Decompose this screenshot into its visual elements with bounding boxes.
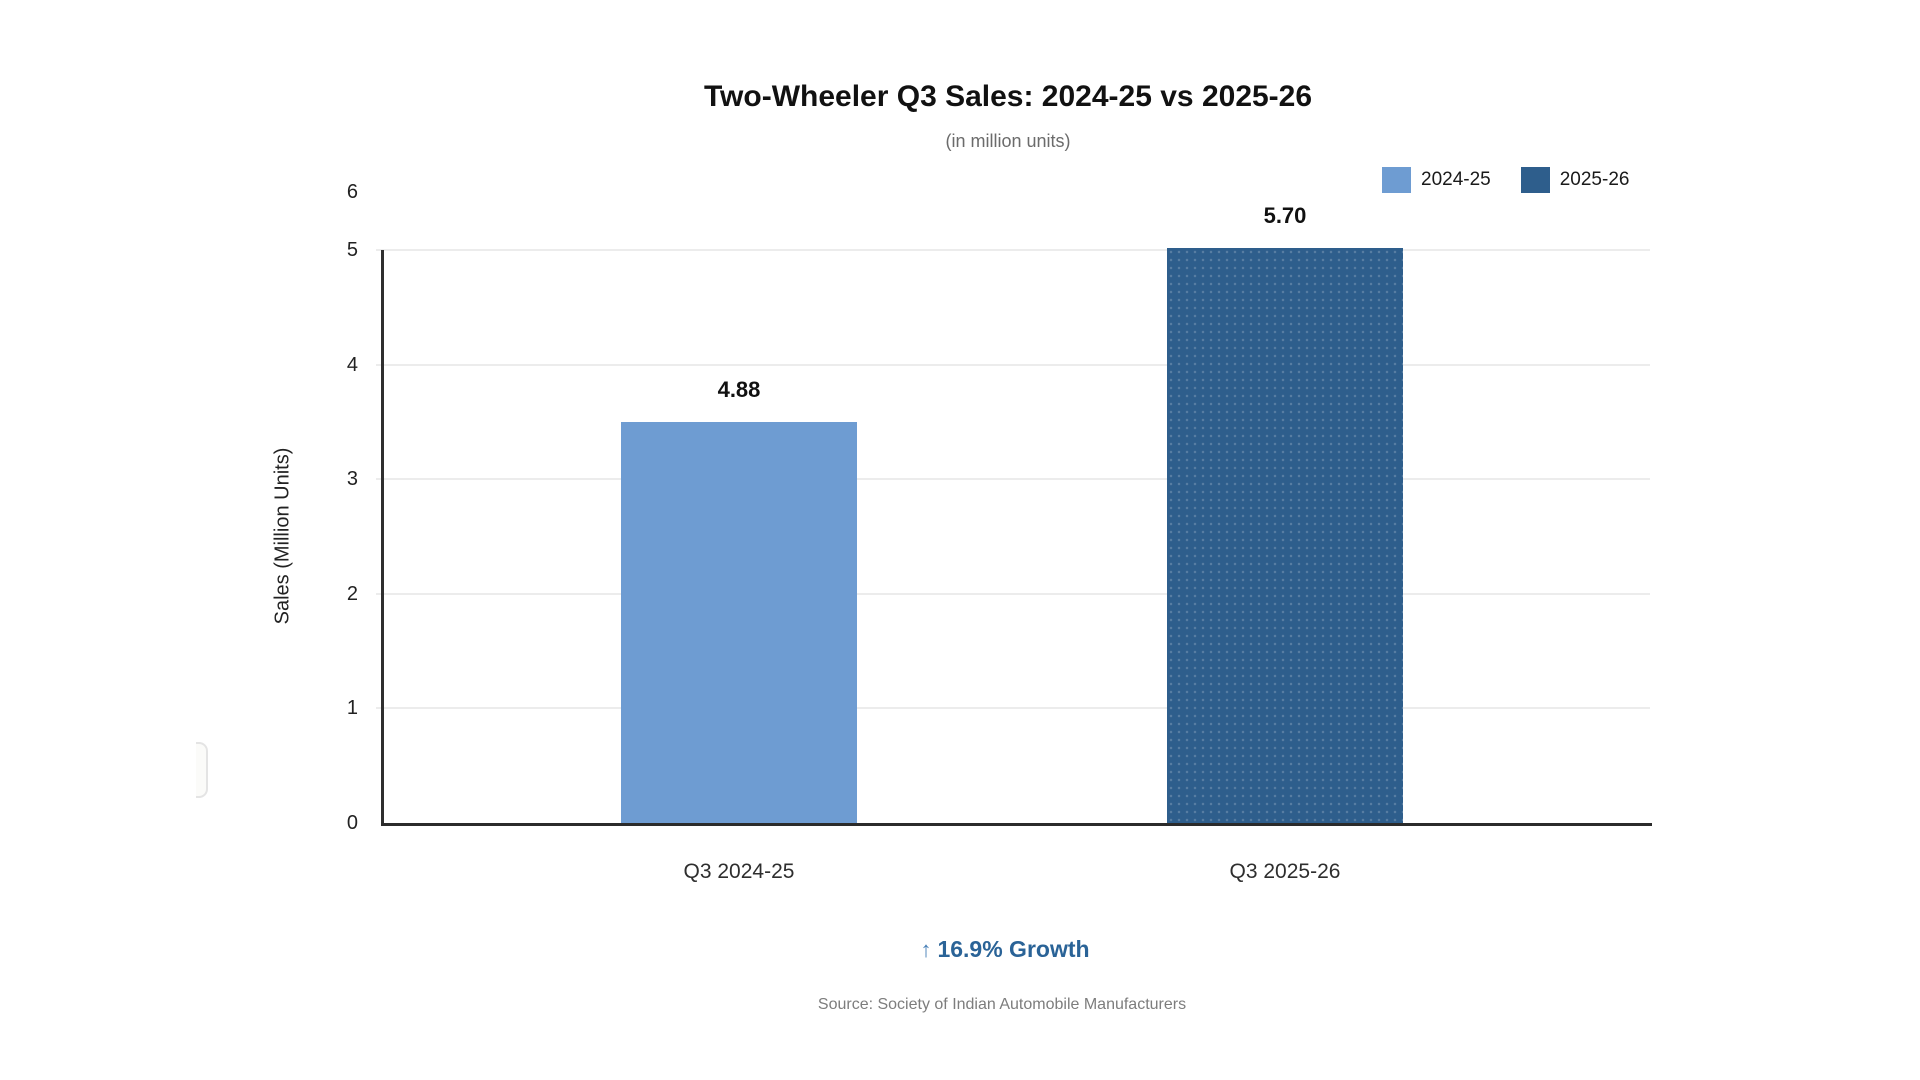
legend-item-2024-25: 2024-25	[1382, 167, 1491, 193]
gridline-5	[376, 249, 1650, 251]
y-tick-0: 0	[346, 812, 358, 834]
y-axis-title: Sales (Million Units)	[271, 447, 294, 625]
bar-value-label: 4.88	[717, 376, 761, 402]
chart-subtitle: (in million units)	[945, 131, 1071, 151]
x-axis-line	[381, 823, 1652, 826]
source-caption: Source: Society of Indian Automobile Man…	[817, 996, 1187, 1013]
y-tick-3: 3	[346, 468, 358, 491]
gridline-4	[376, 363, 1650, 366]
gridline-2	[376, 592, 1650, 595]
x-axis-label: Q3 2025-26	[1229, 860, 1341, 883]
bar-q3-2024-25	[621, 421, 857, 823]
bar-value-label: 5.70	[1263, 202, 1307, 228]
gridline-3	[376, 478, 1650, 481]
y-tick-2: 2	[346, 582, 358, 605]
gridline-1	[376, 707, 1650, 710]
legend: 2024-25 2025-26	[1382, 167, 1629, 193]
y-axis-line	[381, 250, 384, 826]
legend-label: 2024-25	[1421, 169, 1491, 190]
growth-text: 16.9% Growth	[937, 936, 1090, 962]
bar-q3-2025-26	[1167, 247, 1403, 823]
up-arrow-icon: ↑	[920, 937, 932, 962]
growth-annotation: ↑ 16.9% Growth	[920, 936, 1089, 963]
page-edge-artifact	[196, 742, 208, 798]
legend-swatch-2025-26	[1520, 167, 1550, 193]
legend-swatch-2024-25	[1382, 167, 1411, 193]
chart-title: Two-Wheeler Q3 Sales: 2024-25 vs 2025-26	[703, 80, 1313, 113]
y-tick-5: 5	[346, 239, 358, 261]
y-tick-1: 1	[346, 697, 358, 720]
y-tick-4: 4	[346, 353, 358, 376]
y-tick-6: 6	[346, 181, 358, 203]
legend-label: 2025-26	[1559, 169, 1630, 190]
x-axis-label: Q3 2024-25	[683, 860, 795, 883]
legend-item-2025-26: 2025-26	[1520, 167, 1630, 193]
